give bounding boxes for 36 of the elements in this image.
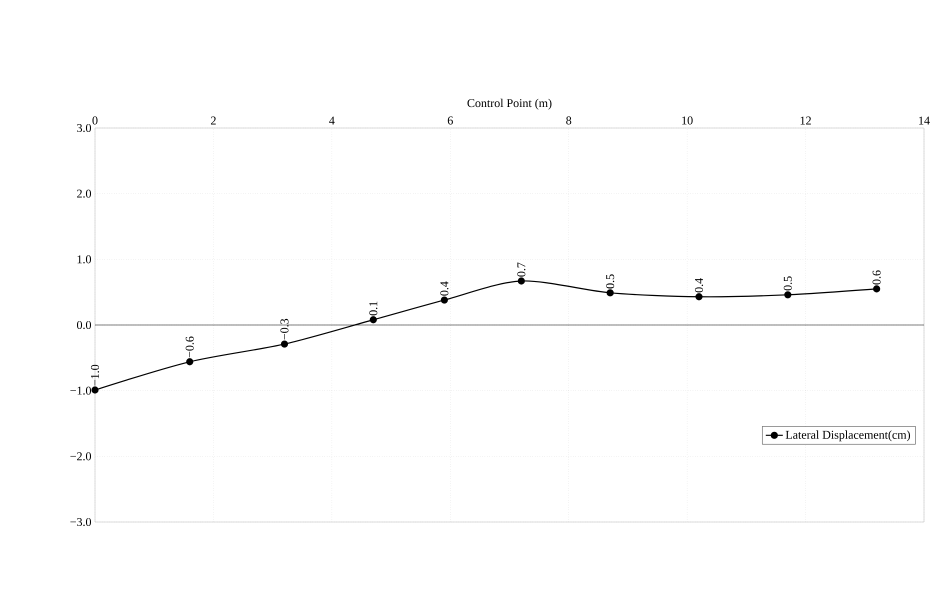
x-tick-label: 4 [329,116,335,124]
x-axis-title: Control Point (m) [467,98,552,110]
data-label: 0.7 [517,262,526,277]
data-label: 0.6 [872,270,881,285]
y-tick-label: 3.0 [77,124,92,132]
point [518,277,525,285]
x-tick-label: 12 [800,116,811,124]
y-tick-label: −1.0 [70,386,92,395]
y-tick-label: −2.0 [70,452,92,460]
y-tick-label: −3.0 [70,518,92,526]
data-label: −0.6 [186,336,194,358]
x-tick-label: 8 [566,116,572,124]
point [186,358,194,366]
legend-label: Lateral Displacement(cm) [786,430,910,442]
x-tick-label: 6 [448,116,453,124]
data-label: 0.1 [369,302,378,316]
x-tick-label: 10 [682,116,693,124]
data-label: 0.4 [694,278,704,292]
point [606,289,614,296]
point [873,285,880,292]
point [280,340,288,348]
x-tick-label: 0 [92,116,98,124]
data-label: −0.3 [280,318,289,340]
data-label: 0.4 [440,281,448,296]
x-tick-label: 2 [210,116,216,124]
x-tick-label: 14 [919,116,930,124]
point [440,296,448,304]
y-tick-label: 2.0 [77,190,92,198]
data-label: 0.5 [606,274,614,288]
point [784,291,792,298]
point [695,293,703,300]
data-label: 0.5 [784,276,792,290]
point [370,316,377,324]
y-tick-label: 1.0 [78,255,92,264]
y-tick-label: 0.0 [76,320,92,330]
point [91,386,99,394]
